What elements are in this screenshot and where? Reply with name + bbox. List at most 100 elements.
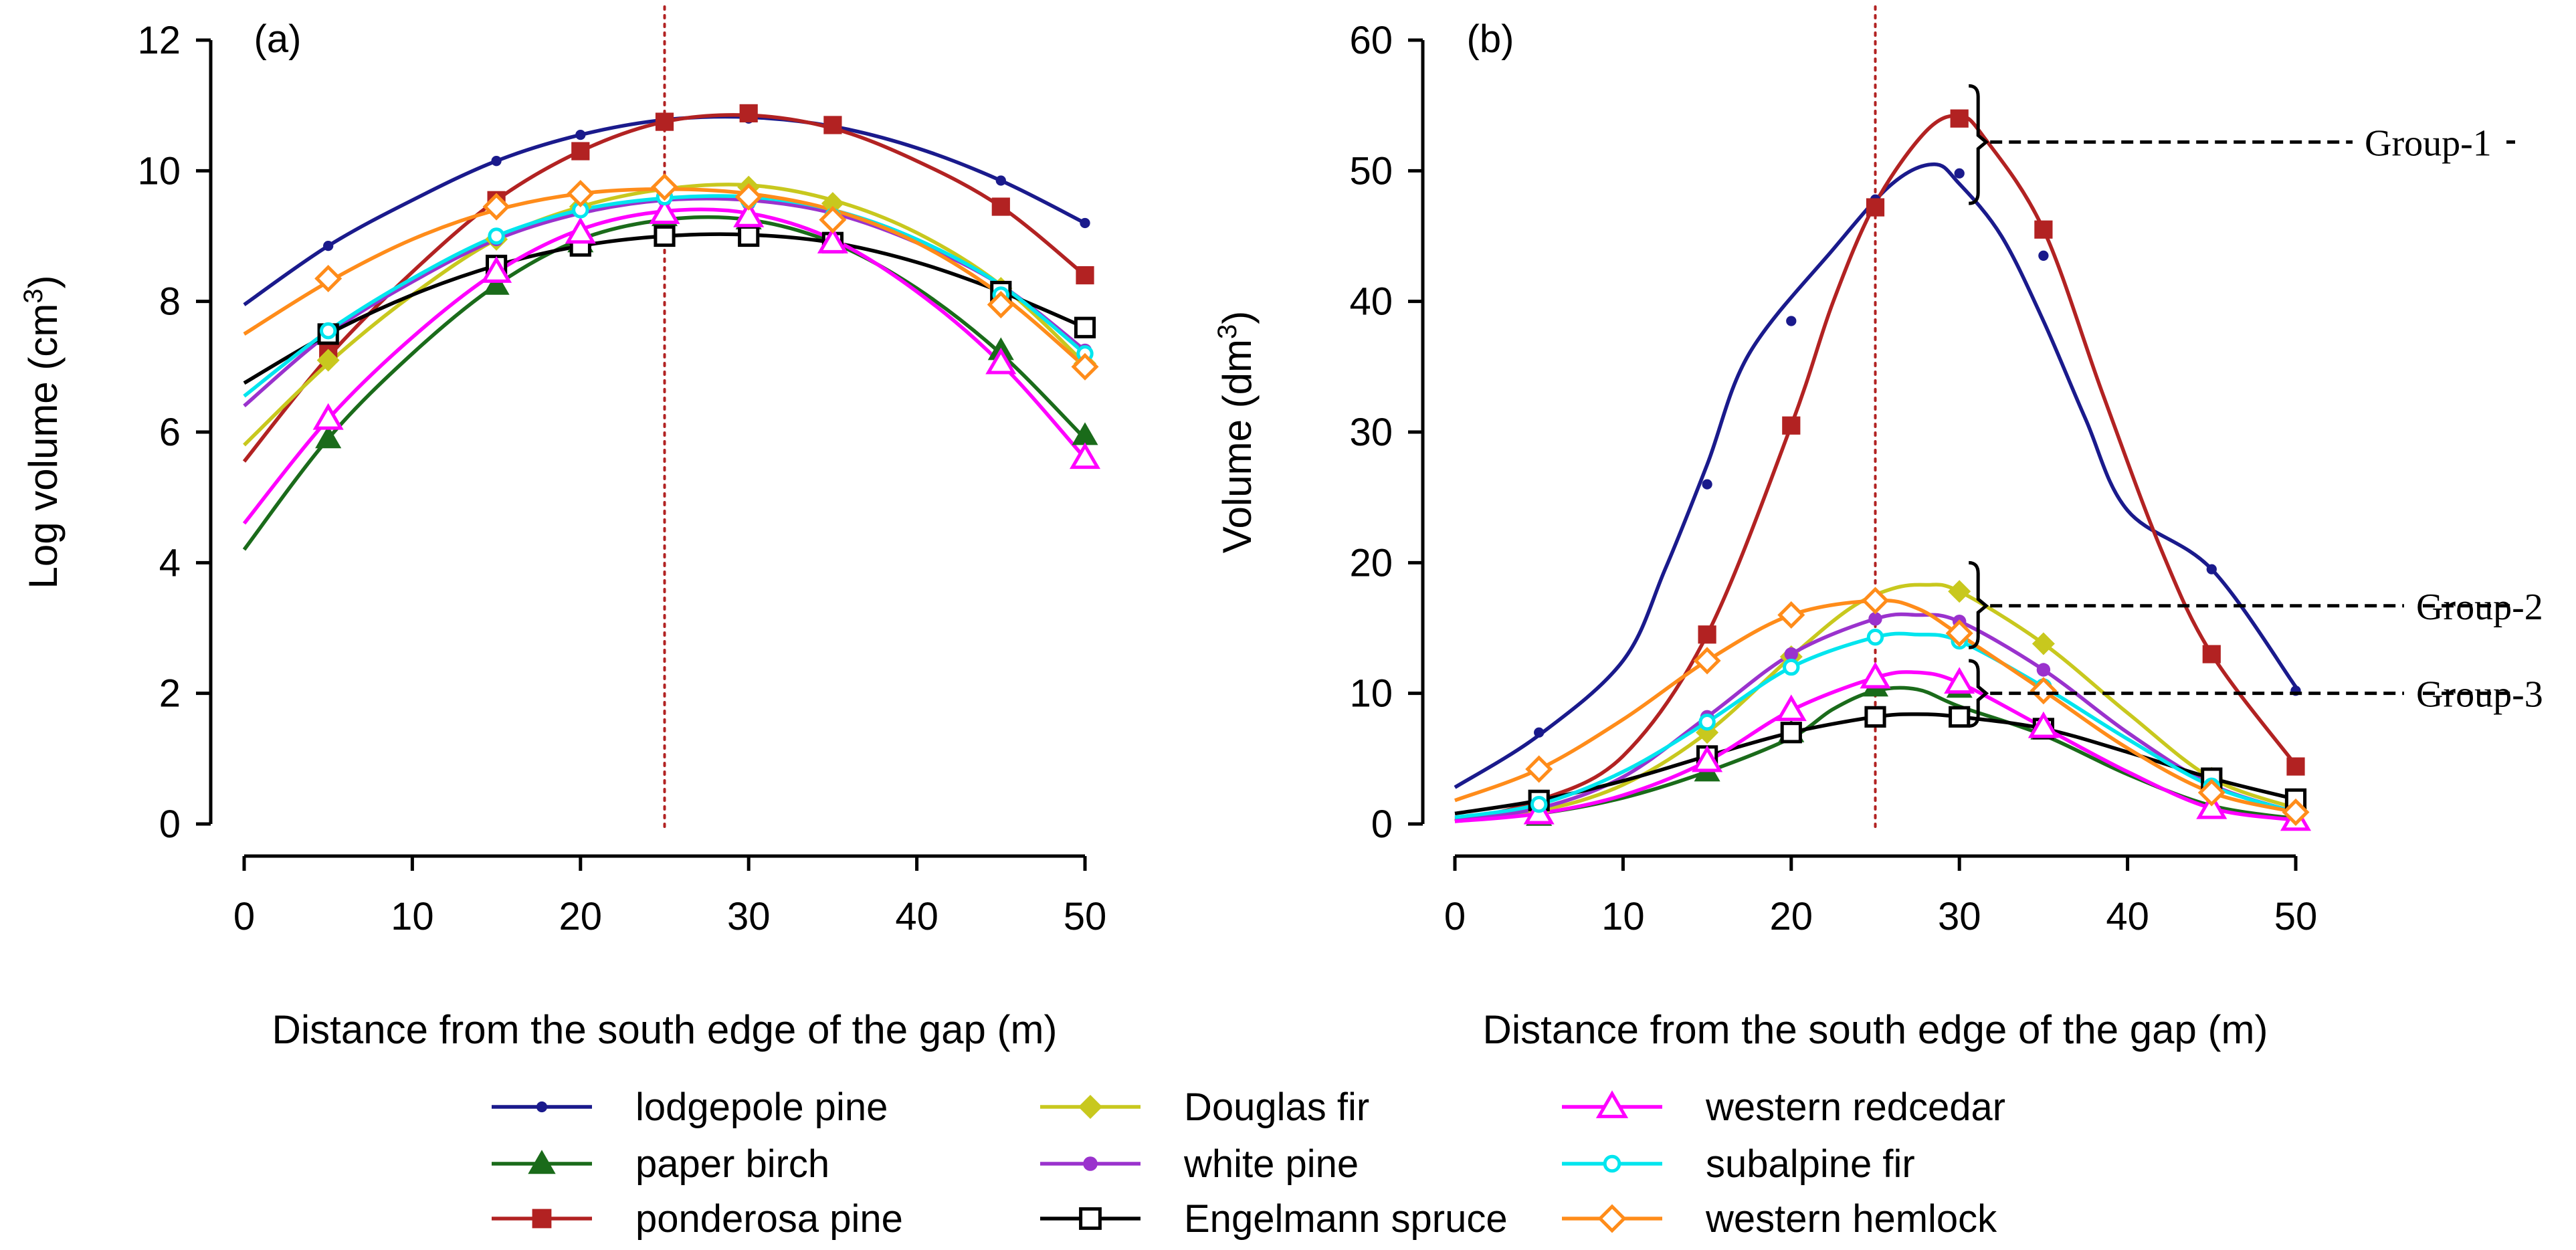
data-point-engelmann bbox=[1949, 706, 1971, 728]
legend-marker-engelmann bbox=[1079, 1207, 1102, 1230]
x-tick-label: 0 bbox=[233, 895, 255, 938]
data-point-douglas bbox=[2032, 632, 2055, 655]
data-point-ponderosa bbox=[571, 142, 590, 161]
legend-marker-subalpine bbox=[1603, 1154, 1621, 1173]
data-point-redcedar bbox=[481, 256, 512, 283]
data-point-douglas bbox=[821, 192, 844, 215]
data-point-lodgepole bbox=[2206, 564, 2217, 575]
y-axis-label-close: ) bbox=[21, 275, 66, 288]
data-point-ponderosa bbox=[655, 112, 674, 131]
y-axis-label: Volume (dm3) bbox=[1213, 311, 1260, 553]
data-point-ponderosa bbox=[1866, 198, 1885, 217]
data-point-hemlock bbox=[482, 193, 510, 221]
data-point-ponderosa bbox=[1950, 109, 1969, 128]
x-tick-label: 50 bbox=[1064, 895, 1107, 938]
data-point-hemlock bbox=[1861, 587, 1890, 615]
y-axis-label-main: Log volume (cm bbox=[21, 304, 66, 589]
group-bracket bbox=[1969, 84, 1989, 205]
data-point-lodgepole bbox=[995, 175, 1006, 186]
y-axis-label-superscript: 3 bbox=[1213, 324, 1242, 339]
x-tick-label: 20 bbox=[559, 895, 603, 938]
x-tick-label: 40 bbox=[895, 895, 938, 938]
data-point-redcedar bbox=[985, 347, 1017, 375]
data-point-engelmann bbox=[1780, 722, 1802, 744]
data-point-hemlock bbox=[2029, 677, 2058, 705]
legend-label: Douglas fir bbox=[1184, 1085, 1369, 1129]
series-line-ponderosa bbox=[1454, 114, 2298, 823]
x-tick-label: 50 bbox=[2274, 895, 2318, 938]
data-point-whitepine bbox=[1868, 612, 1882, 626]
legend-label: western redcedar bbox=[1705, 1085, 2005, 1129]
data-point-hemlock bbox=[1693, 647, 1721, 675]
data-point-birch bbox=[483, 272, 510, 295]
legend-label: lodgepole pine bbox=[635, 1085, 888, 1129]
data-point-subalpine bbox=[488, 227, 505, 245]
data-point-ponderosa bbox=[823, 116, 842, 134]
x-tick-label: 30 bbox=[1938, 895, 1981, 938]
legend: lodgepole pine paper birch ponderosa pine D… bbox=[492, 1085, 2005, 1241]
series-line-douglas bbox=[1454, 583, 2296, 822]
y-tick-label: 60 bbox=[1349, 19, 1393, 62]
y-tick-label: 8 bbox=[159, 280, 181, 324]
data-point-redcedar bbox=[565, 217, 596, 244]
legend-label: Engelmann spruce bbox=[1184, 1197, 1508, 1241]
legend-marker-whitepine bbox=[1083, 1156, 1098, 1171]
series-line-hemlock bbox=[1454, 598, 2296, 815]
data-point-lodgepole bbox=[1954, 168, 1965, 179]
data-point-engelmann bbox=[1074, 316, 1096, 338]
x-tick-label: 0 bbox=[1444, 895, 1466, 938]
data-point-hemlock bbox=[987, 291, 1015, 319]
data-point-lodgepole bbox=[1702, 479, 1712, 490]
data-point-ponderosa bbox=[739, 104, 758, 122]
y-tick-label: 50 bbox=[1349, 149, 1393, 193]
data-point-subalpine bbox=[1866, 628, 1884, 646]
legend-marker-douglas bbox=[1078, 1095, 1102, 1119]
data-point-whitepine bbox=[1784, 647, 1798, 661]
data-point-redcedar bbox=[733, 201, 765, 227]
data-point-hemlock bbox=[1071, 352, 1099, 381]
data-point-engelmann bbox=[1864, 706, 1886, 728]
y-tick-label: 0 bbox=[159, 803, 181, 846]
data-point-redcedar bbox=[1692, 745, 1723, 772]
data-point-subalpine bbox=[1530, 796, 1548, 813]
y-tick-label: 2 bbox=[159, 672, 181, 716]
group-bracket bbox=[1969, 659, 1989, 728]
data-point-redcedar bbox=[1944, 667, 1975, 694]
legend-marker-hemlock bbox=[1597, 1204, 1627, 1233]
x-axis-label: Distance from the south edge of the gap … bbox=[272, 1007, 1058, 1052]
group-bracket bbox=[1969, 560, 1989, 649]
legend-marker-birch bbox=[528, 1150, 556, 1174]
data-point-ponderosa bbox=[1076, 266, 1094, 285]
y-tick-label: 12 bbox=[137, 19, 181, 62]
legend-marker-lodgepole bbox=[536, 1101, 548, 1113]
data-point-redcedar bbox=[2027, 711, 2059, 738]
y-tick-label: 6 bbox=[159, 411, 181, 454]
data-point-whitepine bbox=[2036, 663, 2051, 677]
data-point-hemlock bbox=[314, 264, 342, 293]
data-point-hemlock bbox=[1777, 601, 1805, 629]
data-point-hemlock bbox=[567, 179, 595, 208]
data-point-hemlock bbox=[734, 183, 763, 211]
data-point-ponderosa bbox=[1698, 625, 1716, 644]
legend-label: subalpine fir bbox=[1706, 1142, 1915, 1186]
group-label: Group-3 bbox=[2416, 674, 2543, 716]
data-point-lodgepole bbox=[2038, 250, 2049, 261]
data-point-lodgepole bbox=[491, 156, 502, 167]
legend-label: ponderosa pine bbox=[635, 1197, 903, 1241]
y-tick-label: 40 bbox=[1349, 280, 1393, 324]
x-axis-label: Distance from the south edge of the gap … bbox=[1483, 1007, 2268, 1052]
data-point-ponderosa bbox=[2286, 757, 2305, 776]
y-axis-label-superscript: 3 bbox=[19, 288, 48, 303]
data-point-hemlock bbox=[1525, 755, 1553, 783]
y-tick-label: 10 bbox=[137, 149, 181, 193]
data-point-birch bbox=[315, 425, 342, 449]
data-point-redcedar bbox=[1775, 694, 1807, 722]
legend-label: paper birch bbox=[635, 1142, 829, 1186]
y-tick-label: 4 bbox=[159, 541, 181, 585]
data-point-subalpine bbox=[1783, 658, 1800, 676]
x-tick-label: 20 bbox=[1770, 895, 1813, 938]
y-tick-label: 10 bbox=[1349, 672, 1393, 716]
data-point-lodgepole bbox=[575, 129, 586, 140]
x-tick-label: 40 bbox=[2106, 895, 2149, 938]
panel-a-chart: 0 2 4 6 8 10 12 0 10 20 30 40 50 Distance from the so… bbox=[19, 5, 1107, 1052]
